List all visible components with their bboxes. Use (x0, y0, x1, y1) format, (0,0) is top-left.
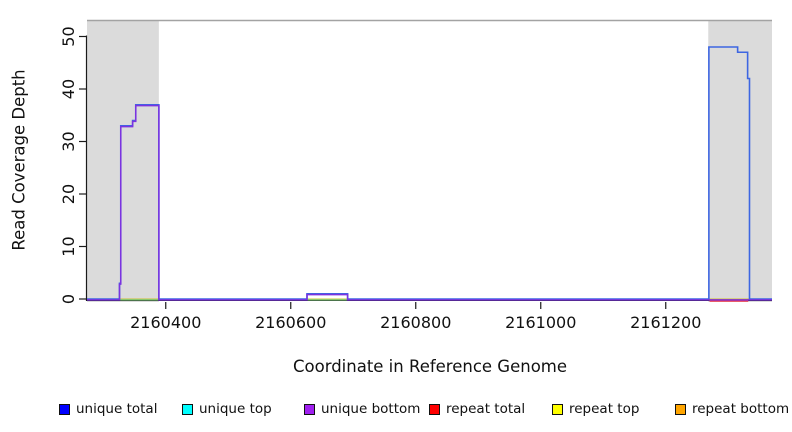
legend-swatch-repeat-bottom (675, 403, 686, 415)
legend-item-repeat-top: repeat top (552, 401, 639, 417)
x-axis-title: Coordinate in Reference Genome (292, 357, 568, 376)
legend-item-repeat-bottom: repeat bottom (675, 401, 789, 417)
y-tick-label-10: 10 (59, 236, 78, 256)
legend-label: repeat bottom (692, 401, 790, 417)
y-tick-label-0: 0 (59, 294, 78, 304)
y-tick-label-50: 50 (59, 26, 78, 46)
x-tick-label-2160800: 2160800 (380, 313, 451, 332)
legend-swatch-repeat-top (552, 403, 563, 415)
x-tick-label-2160400: 2160400 (130, 313, 201, 332)
legend: unique total unique top unique bottom repea… (0, 401, 792, 421)
x-tick-label-2160600: 2160600 (255, 313, 326, 332)
legend-item-unique-total: unique total (59, 401, 157, 417)
x-tick-label-2161000: 2161000 (505, 313, 576, 332)
x-tick-label-2161200: 2161200 (630, 313, 701, 332)
series-unique-bottom-line (87, 104, 772, 301)
legend-label: unique total (76, 401, 158, 417)
legend-swatch-unique-bottom (304, 403, 315, 415)
y-axis-title: Read Coverage Depth (9, 69, 29, 251)
series-unique-total-line (87, 46, 772, 300)
y-tick-label-40: 40 (59, 79, 78, 99)
y-tick-label-20: 20 (59, 184, 78, 204)
legend-label: repeat top (569, 401, 640, 417)
legend-swatch-unique-total (59, 403, 70, 415)
legend-swatch-repeat-total (429, 403, 440, 415)
legend-label: repeat total (446, 401, 526, 417)
y-tick-label-30: 30 (59, 131, 78, 151)
legend-swatch-unique-top (182, 403, 193, 415)
legend-item-unique-bottom: unique bottom (304, 401, 420, 417)
highlight-region-2 (708, 21, 772, 302)
legend-item-repeat-total: repeat total (429, 401, 525, 417)
legend-item-unique-top: unique top (182, 401, 272, 417)
highlight-region-1 (87, 21, 159, 302)
legend-label: unique bottom (321, 401, 421, 417)
legend-label: unique top (199, 401, 272, 417)
